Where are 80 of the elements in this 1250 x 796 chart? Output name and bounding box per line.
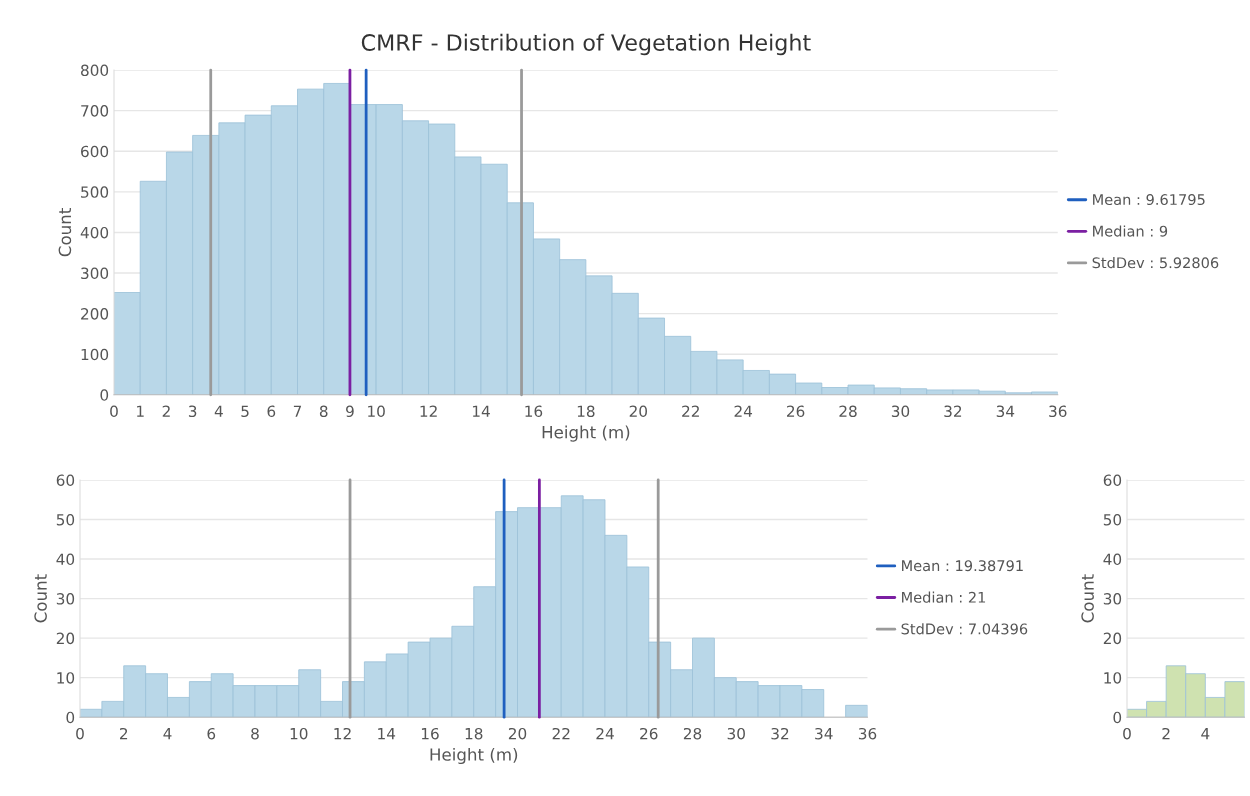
y-tick-label: 20 <box>56 632 75 645</box>
y-tick-label: 700 <box>81 105 109 117</box>
x-tick-label: 28 <box>683 727 702 740</box>
y-axis-title: Count <box>34 574 47 623</box>
y-tick-label: 30 <box>1103 593 1122 605</box>
x-tick-label: 32 <box>771 727 789 740</box>
x-tick-label: 36 <box>858 727 877 740</box>
x-tick-label: 0 <box>1123 727 1131 740</box>
x-tick-label: 24 <box>734 405 753 417</box>
chart-title: CMRF - Distribution of Vegetation Height <box>361 33 811 56</box>
y-tick-label: 30 <box>56 593 75 605</box>
x-tick-label: 14 <box>378 728 396 740</box>
x-tick-label: 16 <box>525 405 543 418</box>
y-tick-label: 60 <box>1103 474 1122 487</box>
x-tick-label: 24 <box>596 727 614 740</box>
x-tick-label: 10 <box>290 727 308 740</box>
x-axis-title: Height (m) <box>542 425 630 442</box>
y-tick-label: 40 <box>1103 553 1122 566</box>
y-tick-label: 10 <box>1104 672 1122 684</box>
y-tick-label: 20 <box>1103 632 1122 645</box>
x-tick-label: 16 <box>421 727 439 740</box>
legend-label: Median : 21 <box>902 591 986 603</box>
x-tick-label: 34 <box>815 727 833 740</box>
x-tick-label: 3 <box>188 405 197 418</box>
x-tick-label: 2 <box>120 727 128 740</box>
x-tick-label: 2 <box>162 405 170 417</box>
x-tick-label: 34 <box>996 405 1015 418</box>
x-tick-label: 14 <box>472 405 490 417</box>
y-tick-label: 50 <box>1103 513 1122 526</box>
y-tick-label: 10 <box>57 672 75 684</box>
x-tick-label: 18 <box>577 405 595 418</box>
x-tick-label: 6 <box>267 405 276 418</box>
y-tick-label: 300 <box>81 267 109 280</box>
y-tick-label: 800 <box>81 64 109 77</box>
x-tick-label: 12 <box>420 405 437 417</box>
y-tick-label: 50 <box>56 513 75 526</box>
x-tick-label: 28 <box>839 405 857 418</box>
x-tick-label: 6 <box>207 727 216 740</box>
x-tick-label: 5 <box>241 405 249 418</box>
x-tick-label: 26 <box>640 727 658 740</box>
y-tick-label: 400 <box>80 226 109 239</box>
y-tick-label: 600 <box>81 145 109 158</box>
y-tick-label: 0 <box>66 711 75 724</box>
y-tick-label: 500 <box>81 186 109 198</box>
y-tick-label: 200 <box>81 308 109 320</box>
y-tick-label: 40 <box>56 553 75 566</box>
y-axis-title: Count <box>1081 574 1094 623</box>
x-tick-label: 20 <box>629 405 648 418</box>
x-tick-label: 30 <box>891 405 910 418</box>
x-tick-label: 26 <box>787 405 805 418</box>
x-tick-label: 12 <box>334 727 351 740</box>
x-tick-label: 4 <box>163 728 172 740</box>
x-tick-label: 10 <box>368 405 385 418</box>
legend-label: StdDev : 5.92806 <box>1092 256 1219 269</box>
x-tick-label: 20 <box>508 727 527 740</box>
x-tick-label: 8 <box>251 727 259 740</box>
legend-label: Mean : 9.61795 <box>1093 194 1205 206</box>
legend-label: StdDev : 7.04396 <box>901 623 1028 635</box>
x-tick-label: 22 <box>552 727 570 740</box>
x-tick-label: 22 <box>682 405 699 417</box>
x-tick-label: 2 <box>1162 727 1170 740</box>
x-tick-label: 30 <box>727 727 745 740</box>
x-tick-label: 18 <box>465 727 483 740</box>
x-tick-label: 4 <box>1201 728 1210 740</box>
y-axis-title: Count <box>58 208 72 257</box>
legend-label: Mean : 19.38791 <box>902 560 1023 572</box>
x-tick-label: 8 <box>319 405 328 418</box>
y-tick-label: 100 <box>81 348 109 361</box>
y-tick-label: 0 <box>100 389 109 401</box>
x-tick-label: 36 <box>1049 405 1067 418</box>
y-tick-label: 60 <box>56 474 75 487</box>
x-tick-label: 0 <box>110 405 118 418</box>
y-tick-label: 0 <box>1113 711 1122 724</box>
legend-label: Median : 9 <box>1093 225 1168 237</box>
x-axis-title: Height (m) <box>430 747 518 765</box>
x-tick-label: 32 <box>944 405 962 418</box>
x-tick-label: 4 <box>214 405 223 417</box>
x-tick-label: 7 <box>293 405 302 417</box>
x-tick-label: 1 <box>137 405 144 417</box>
x-tick-label: 9 <box>346 405 354 418</box>
